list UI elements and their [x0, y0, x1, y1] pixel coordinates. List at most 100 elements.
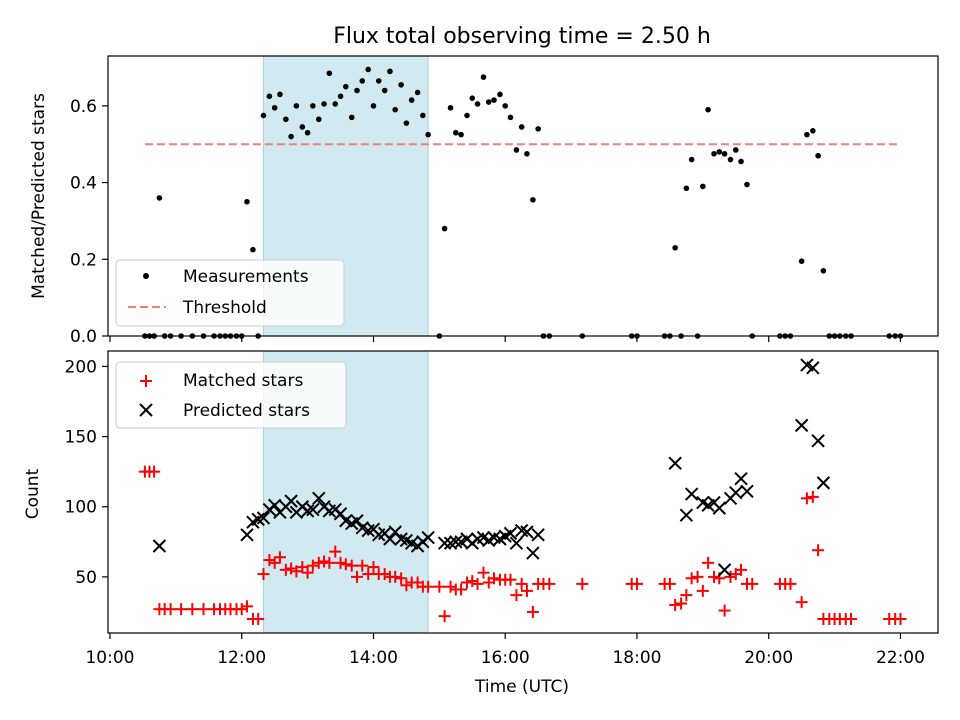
measurement-point: [820, 267, 827, 274]
measurement-point: [250, 246, 256, 253]
x-tick-label: 20:00: [744, 648, 793, 668]
measurement-point: [244, 198, 250, 205]
legend-measurements-label: Measurements: [183, 267, 309, 287]
predicted-star-stroke-b: [339, 514, 353, 528]
measurement-point: [392, 106, 399, 113]
matched-star-point: [273, 551, 286, 564]
predicted-star-point: [256, 511, 271, 525]
matched-stars-series: [138, 465, 907, 625]
measurement-point: [738, 158, 744, 165]
measurement-point: [315, 116, 322, 123]
top-x-ticks: [109, 336, 902, 342]
matched-star-point: [438, 610, 451, 623]
measurement-point: [304, 129, 311, 136]
bottom-legend-box: [115, 361, 347, 429]
y-tick-label: 50: [75, 568, 97, 588]
measurement-point: [480, 74, 487, 80]
measurement-point: [804, 131, 810, 138]
predicted-star-stroke-b: [684, 487, 699, 501]
predicted-star-point: [333, 507, 348, 521]
matched-star-point: [263, 554, 276, 567]
measurement-point: [815, 152, 821, 159]
measurement-point: [810, 127, 816, 134]
predicted-star-stroke-b: [531, 528, 545, 542]
x-axis-label: Time (UTC): [474, 677, 569, 697]
measurement-point: [408, 97, 415, 103]
matched-star-point: [708, 570, 721, 583]
matched-star-point: [680, 589, 693, 602]
measurement-point: [711, 151, 717, 157]
predicted-star-stroke-b: [514, 523, 529, 538]
matched-star-point: [339, 558, 352, 571]
matched-star-point: [362, 568, 375, 581]
predicted-star-stroke-b: [717, 563, 732, 577]
predicted-star-point: [449, 535, 463, 549]
measurement-point: [283, 116, 289, 123]
matched-star-point: [526, 605, 539, 618]
matched-star-point: [800, 492, 813, 505]
measurement-point: [326, 70, 333, 77]
measurement-point: [672, 244, 678, 251]
matched-star-point: [197, 603, 210, 616]
predicted-star-stroke-b: [394, 532, 408, 546]
measurement-point: [798, 258, 805, 265]
measurements-series: [142, 66, 904, 339]
matched-star-point: [367, 561, 380, 574]
measurement-point: [518, 124, 525, 130]
predicted-star-point: [794, 418, 809, 433]
measurement-point: [700, 183, 706, 190]
predicted-star-stroke-b: [437, 536, 452, 550]
predicted-star-stroke-b: [355, 521, 369, 535]
predicted-star-stroke-b: [668, 456, 682, 470]
matched-star-point: [702, 556, 715, 569]
predicted-star-point: [531, 528, 545, 542]
bottom-y-axis-label: Count: [23, 468, 43, 519]
matched-star-point: [510, 589, 523, 602]
bottom-panel: 10:00 12:00 14:00 16:00 18:00 20:00 22:00 50 10…: [23, 350, 939, 697]
predicted-star-point: [684, 487, 699, 501]
predicted-star-stroke-b: [679, 508, 694, 522]
matched-star-point: [400, 579, 413, 592]
x-tick-label: 22:00: [876, 648, 925, 668]
measurement-point: [260, 112, 267, 119]
top-panel: 0.0 0.2 0.4 0.6 Matched/Predicted stars Mea…: [29, 55, 939, 347]
matched-star-point: [466, 575, 479, 588]
y-tick-label: 0.6: [70, 97, 97, 117]
predicted-star-stroke-b: [284, 494, 298, 508]
measurement-point: [530, 197, 536, 203]
predicted-star-stroke-b: [740, 484, 754, 499]
chart-title: Flux total observing time = 2.50 h: [333, 24, 711, 49]
predicted-star-point: [509, 536, 524, 550]
matched-star-point: [718, 604, 731, 617]
measurement-point: [497, 91, 503, 98]
predicted-star-point: [284, 494, 298, 508]
legend-matched-label: Matched stars: [183, 371, 303, 391]
matched-star-point: [148, 465, 161, 478]
predicted-star-point: [806, 361, 820, 375]
predicted-star-point: [306, 502, 320, 517]
matched-star-point: [433, 580, 446, 593]
bottom-legend: Matched stars Predicted stars: [115, 361, 347, 429]
matched-star-point: [784, 577, 797, 590]
measurement-point: [464, 112, 470, 119]
measurement-point: [727, 156, 734, 163]
predicted-star-point: [312, 491, 326, 506]
y-tick-label: 0.4: [70, 174, 97, 194]
measurement-point: [513, 147, 520, 153]
predicted-star-point: [240, 528, 254, 542]
predicted-star-point: [267, 498, 282, 513]
predicted-star-stroke-b: [388, 525, 402, 539]
matched-star-point: [301, 566, 314, 579]
x-tick-label: 18:00: [612, 648, 661, 668]
measurement-point: [688, 156, 695, 163]
matched-star-point: [691, 570, 704, 583]
measurement-point: [387, 68, 393, 75]
measurement-point: [458, 131, 464, 138]
matched-star-point: [312, 556, 325, 569]
predicted-star-stroke-b: [421, 530, 435, 545]
predicted-star-stroke-b: [476, 530, 491, 545]
predicted-star-stroke-b: [240, 528, 254, 542]
measurement-point: [453, 129, 459, 136]
predicted-star-stroke-b: [696, 495, 710, 510]
measurement-point: [348, 114, 355, 121]
